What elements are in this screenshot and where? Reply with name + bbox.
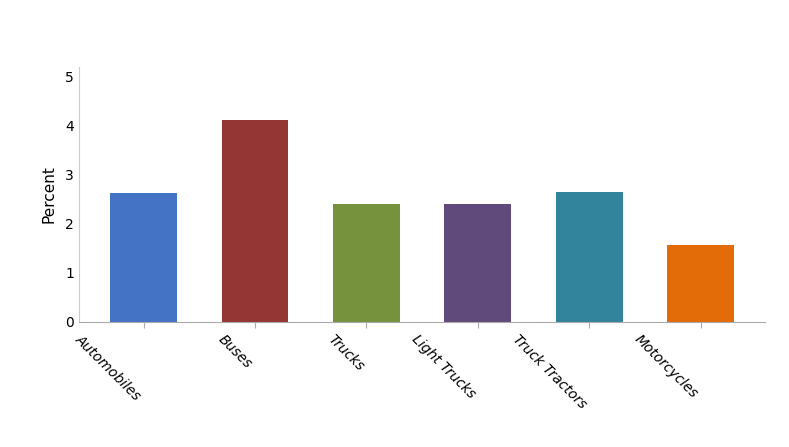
Bar (555, 192, 623, 322)
Bar (667, 245, 734, 322)
Bar (222, 120, 289, 322)
Bar (110, 194, 177, 322)
Bar (333, 204, 400, 322)
Y-axis label: Percent: Percent (42, 165, 57, 224)
Bar (444, 204, 511, 322)
